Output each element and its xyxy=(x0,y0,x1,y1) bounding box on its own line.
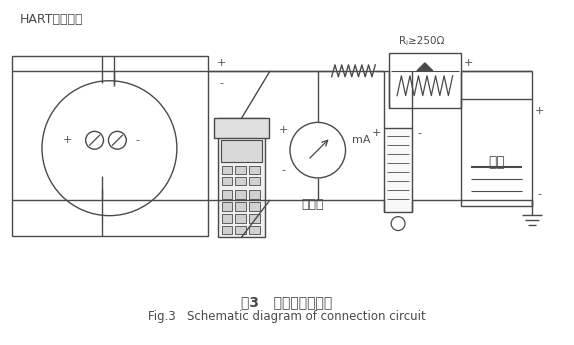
Bar xyxy=(460,99,532,206)
Text: 图3   连接回路示意图: 图3 连接回路示意图 xyxy=(242,295,332,309)
Polygon shape xyxy=(417,63,433,71)
Bar xyxy=(249,214,260,223)
Bar xyxy=(235,166,246,174)
Bar xyxy=(222,214,232,223)
Bar xyxy=(114,176,123,189)
Text: +: + xyxy=(464,58,473,68)
Circle shape xyxy=(391,217,405,230)
Bar xyxy=(249,177,260,185)
Bar xyxy=(384,128,412,212)
Bar xyxy=(222,202,232,211)
Bar xyxy=(249,226,260,235)
Text: Rⱼ≥250Ω: Rⱼ≥250Ω xyxy=(399,36,444,46)
Text: Fig.3   Schematic diagram of connection circuit: Fig.3 Schematic diagram of connection ci… xyxy=(148,310,426,323)
Bar xyxy=(222,177,232,185)
Bar xyxy=(235,177,246,185)
Circle shape xyxy=(42,81,177,216)
Circle shape xyxy=(86,131,103,149)
Bar xyxy=(84,176,94,189)
Bar xyxy=(222,226,232,235)
Bar xyxy=(249,166,260,174)
Bar xyxy=(218,118,265,237)
Text: -: - xyxy=(219,78,223,88)
Bar xyxy=(222,166,232,174)
Text: mA: mA xyxy=(352,135,371,145)
Bar xyxy=(235,226,246,235)
Text: +: + xyxy=(278,125,288,135)
Text: -: - xyxy=(135,135,139,145)
Bar xyxy=(249,190,260,199)
Bar xyxy=(99,176,108,189)
Text: 电流表: 电流表 xyxy=(301,198,324,211)
Bar xyxy=(235,214,246,223)
Text: -: - xyxy=(418,128,422,138)
Text: +: + xyxy=(536,106,545,116)
Bar xyxy=(222,190,232,199)
Bar xyxy=(12,56,208,236)
Text: -: - xyxy=(538,189,542,199)
Bar xyxy=(389,53,460,108)
Bar xyxy=(235,202,246,211)
Text: -: - xyxy=(281,165,285,175)
Text: +: + xyxy=(63,135,72,145)
Circle shape xyxy=(290,122,346,178)
Text: 电源: 电源 xyxy=(488,155,505,169)
Text: HART兼容设备: HART兼容设备 xyxy=(20,13,84,26)
Bar xyxy=(249,202,260,211)
Text: +: + xyxy=(217,58,226,68)
Text: +: + xyxy=(371,128,381,138)
Bar xyxy=(214,118,269,138)
Circle shape xyxy=(108,131,126,149)
Bar xyxy=(235,190,246,199)
Bar xyxy=(220,140,262,162)
